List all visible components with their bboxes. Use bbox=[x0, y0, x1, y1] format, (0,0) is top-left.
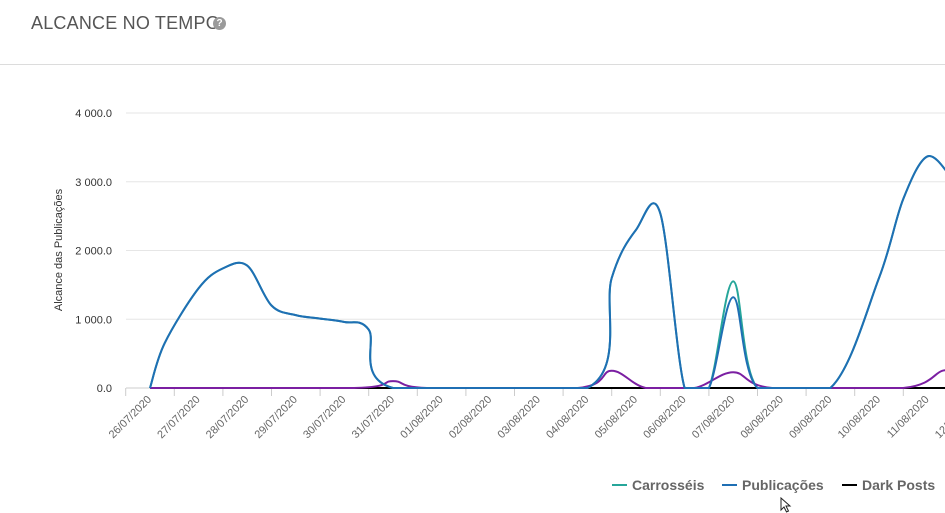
x-tick-label: 30/07/2020 bbox=[301, 394, 348, 441]
series-line-publicações bbox=[149, 155, 945, 390]
x-tick-label: 11/08/2020 bbox=[885, 394, 932, 441]
x-tick-label: 03/08/2020 bbox=[496, 394, 543, 441]
chart-header: ALCANCE NO TEMPO ? bbox=[0, 0, 945, 65]
question-circle-icon[interactable]: ? bbox=[213, 17, 226, 30]
series-line-series-3 bbox=[149, 369, 945, 390]
x-tick-label: 08/08/2020 bbox=[739, 394, 786, 441]
x-tick-label: 09/08/2020 bbox=[787, 394, 834, 441]
x-tick-label: 10/08/2020 bbox=[836, 394, 883, 441]
y-tick-label: 3 000.0 bbox=[75, 177, 112, 189]
x-tick-label: 12/08/2020 bbox=[933, 394, 945, 441]
x-tick-label: 04/08/2020 bbox=[544, 394, 591, 441]
x-tick-label: 26/07/2020 bbox=[107, 394, 154, 441]
x-tick-label: 01/08/2020 bbox=[398, 394, 445, 441]
y-tick-label: 2 000.0 bbox=[75, 246, 112, 258]
x-tick-label: 29/07/2020 bbox=[253, 394, 300, 441]
x-tick-label: 02/08/2020 bbox=[447, 394, 494, 441]
x-tick-label: 07/08/2020 bbox=[690, 394, 737, 441]
x-tick-label: 05/08/2020 bbox=[593, 394, 640, 441]
x-tick-label: 28/07/2020 bbox=[204, 394, 251, 441]
chart-title: ALCANCE NO TEMPO bbox=[31, 13, 220, 33]
x-tick-label: 31/07/2020 bbox=[350, 394, 397, 441]
y-tick-label: 0.0 bbox=[97, 383, 112, 395]
mouse-cursor-icon bbox=[780, 497, 792, 513]
x-tick-label: 06/08/2020 bbox=[641, 394, 688, 441]
x-tick-label: 27/07/2020 bbox=[155, 394, 202, 441]
y-tick-label: 1 000.0 bbox=[75, 314, 112, 326]
legend-item-publicações[interactable]: Publicações bbox=[742, 477, 824, 493]
series-line-carrosséis bbox=[149, 155, 945, 390]
legend-item-dark-posts[interactable]: Dark Posts bbox=[862, 477, 935, 493]
y-tick-label: 4 000.0 bbox=[75, 108, 112, 120]
legend-item-carrosséis[interactable]: Carrosséis bbox=[632, 477, 705, 493]
y-axis-label: Alcance das Publicações bbox=[53, 188, 65, 311]
